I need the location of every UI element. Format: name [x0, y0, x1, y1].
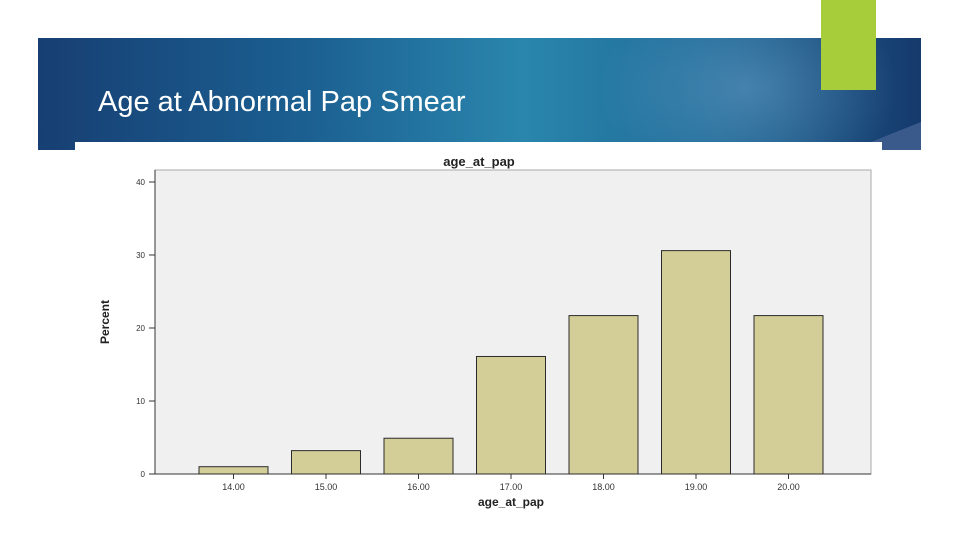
bar-20.00: [753, 315, 824, 475]
bar-15.00: [291, 450, 361, 475]
x-tick-label: 16.00: [407, 482, 430, 492]
bar-chart: age_at_pap 0 10 20 30 40 14.00 15.00 16.00 17.0…: [98, 154, 872, 509]
y-axis-label: Percent: [98, 300, 112, 344]
x-axis-label: age_at_pap: [478, 495, 544, 509]
bars: [198, 250, 824, 475]
x-tick-label: 19.00: [685, 482, 708, 492]
y-tick-label: 0: [141, 470, 146, 479]
x-tick-label: 15.00: [315, 482, 338, 492]
chart-card: age_at_pap 0 10 20 30 40 14.00 15.00 16.00 17.0…: [75, 142, 882, 526]
bar-14.00: [198, 466, 269, 475]
bar-16.00: [383, 437, 454, 475]
bar-19.00: [661, 250, 731, 475]
chart-title: age_at_pap: [443, 154, 515, 169]
bar-17.00: [476, 355, 546, 475]
accent-tab: [821, 0, 876, 90]
y-tick-label: 40: [136, 178, 145, 187]
x-tick-label: 14.00: [222, 482, 245, 492]
x-tick-label: 18.00: [592, 482, 615, 492]
bar-18.00: [568, 315, 639, 475]
y-tick-label: 20: [136, 324, 145, 333]
y-tick-label: 10: [136, 397, 145, 406]
x-axis-ticks: 14.00 15.00 16.00 17.00 18.00 19.00 20.00: [222, 474, 800, 492]
x-tick-label: 20.00: [777, 482, 800, 492]
x-tick-label: 17.00: [500, 482, 523, 492]
slide-title: Age at Abnormal Pap Smear: [98, 86, 466, 118]
y-tick-label: 30: [136, 251, 145, 260]
y-axis-ticks: 0 10 20 30 40: [136, 178, 155, 479]
